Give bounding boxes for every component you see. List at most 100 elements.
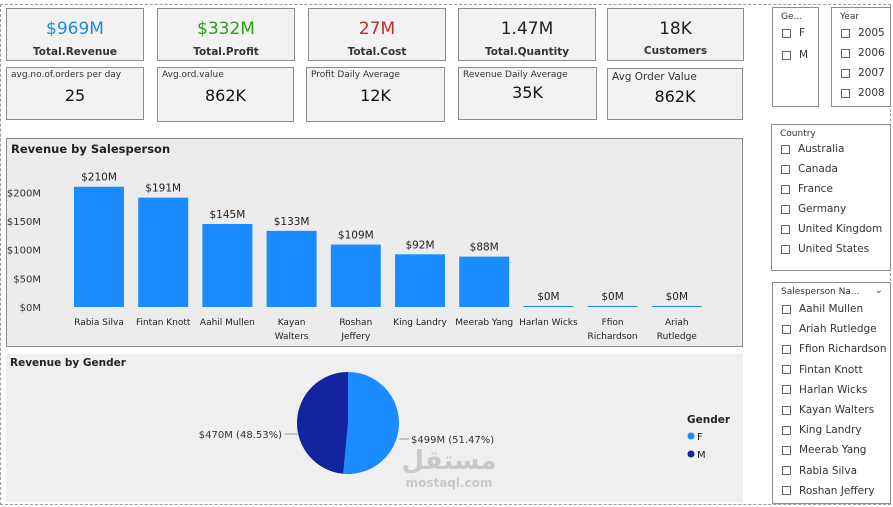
slicer-option-label: Roshan Jeffery (799, 484, 875, 497)
slicer-option[interactable]: Australia (781, 143, 844, 155)
slicer-option[interactable]: 2008 (841, 87, 885, 99)
slicer-title: Salesperson Na... (781, 287, 860, 297)
slicer-option-label: 2008 (858, 87, 885, 99)
kpi-total-quantity: 1.47M Total.Quantity (458, 8, 596, 61)
checkbox[interactable] (781, 144, 790, 154)
slicer-option[interactable]: Rabia Silva (782, 465, 857, 477)
slicer-option-label: Rabia Silva (799, 464, 858, 477)
checkbox[interactable] (841, 68, 850, 78)
slicer-option[interactable]: Fintan Knott (782, 364, 863, 376)
y-tick-label: $200M (7, 188, 41, 199)
slicer-option[interactable]: Ariah Rutledge (782, 323, 877, 335)
checkbox[interactable] (782, 466, 791, 476)
kpi-label: Total.Quantity (484, 46, 570, 58)
x-tick-label: Rabia Silva (74, 318, 124, 328)
kpi-revenue-daily-average: Revenue Daily Average 35K (458, 67, 597, 120)
checkbox[interactable] (782, 28, 791, 38)
slicer-option[interactable]: 2006 (841, 47, 885, 59)
slicer-option-label: 2005 (858, 27, 885, 39)
slicer-option[interactable]: F (782, 27, 805, 39)
data-label: $0M (537, 291, 559, 303)
kpi-label: Total.Revenue (33, 46, 117, 58)
slicer-option-label: France (798, 183, 833, 195)
checkbox[interactable] (782, 304, 791, 314)
slicer-option[interactable]: Roshan Jeffery (782, 485, 875, 497)
slicer-option[interactable]: France (781, 183, 833, 195)
checkbox[interactable] (782, 486, 791, 496)
legend-title: Gender (687, 414, 731, 426)
checkbox[interactable] (781, 224, 790, 234)
checkbox[interactable] (782, 324, 791, 334)
checkbox[interactable] (782, 385, 791, 395)
kpi-value: $969M (46, 19, 104, 39)
checkbox[interactable] (781, 184, 790, 194)
chevron-down-icon[interactable]: ⌄ (874, 285, 883, 296)
kpi-value: 12K (360, 86, 391, 105)
checkbox[interactable] (781, 164, 790, 174)
slicer-option[interactable]: 2005 (841, 27, 885, 39)
slicer-option-label: Kayan Walters (799, 404, 875, 416)
kpi-value: 862K (654, 87, 696, 106)
x-tick-label: Ariah Rutledge (657, 318, 698, 342)
checkbox[interactable] (782, 445, 791, 455)
slicer-option[interactable]: 2007 (841, 67, 885, 79)
checkbox[interactable] (841, 88, 850, 98)
slicer-title: Ge... (781, 12, 803, 22)
legend-marker (687, 450, 695, 458)
kpi-total-cost: 27M Total.Cost (308, 8, 446, 61)
country-slicer: Country Australia Canada France Germany Unit… (771, 124, 891, 271)
x-tick-label: Harlan Wicks (519, 318, 578, 328)
data-label: $92M (405, 239, 434, 251)
slicer-option-label: Ariah Rutledge (799, 323, 877, 336)
slicer-option[interactable]: M (782, 49, 808, 61)
checkbox[interactable] (781, 244, 790, 254)
pie-slice (343, 372, 399, 474)
checkbox[interactable] (782, 425, 791, 435)
data-label: $210M (81, 172, 117, 184)
x-tick-label: Fintan Knott (136, 318, 191, 328)
kpi-label: Avg Order Value (612, 71, 697, 83)
x-tick-label: Aahil Mullen (200, 318, 255, 328)
kpi-value: 862K (204, 86, 247, 105)
kpi-label: Avg.ord.value (162, 70, 224, 80)
checkbox[interactable] (782, 344, 791, 354)
slicer-option[interactable]: Kayan Walters (782, 404, 874, 416)
revenue-by-salesperson-panel: Revenue by Salesperson $0M $50M $100M $150M… (6, 138, 743, 347)
checkbox[interactable] (782, 365, 791, 375)
checkbox[interactable] (782, 50, 791, 60)
slicer-option[interactable]: Harlan Wicks (782, 384, 867, 396)
revenue-by-gender-panel: Revenue by Gender $499M (51.47%) $470M (4… (6, 354, 743, 502)
x-tick-label: Ffion Richardson (588, 318, 638, 342)
kpi-label: Customers (643, 45, 708, 57)
checkbox[interactable] (781, 204, 790, 214)
slicer-option[interactable]: King Landry (782, 424, 862, 436)
kpi-value: 27M (358, 19, 396, 39)
data-label: $191M (145, 183, 181, 195)
kpi-value: 18K (659, 19, 692, 39)
slice-label: $470M (48.53%) (199, 430, 282, 441)
slicer-option[interactable]: Meerab Yang (782, 444, 866, 456)
checkbox[interactable] (841, 48, 850, 58)
year-slicer: Year 2005 2006 2007 2008 (831, 7, 891, 107)
slicer-option-label: Meerab Yang (799, 444, 867, 457)
chart-title: Revenue by Salesperson (11, 142, 171, 156)
bar (266, 230, 317, 307)
y-tick-label: $50M (13, 274, 41, 285)
bar (74, 186, 124, 307)
kpi-value: 1.47M (500, 19, 554, 39)
checkbox[interactable] (782, 405, 791, 415)
kpi-label: Total.Cost (347, 46, 407, 58)
slicer-title: Country (780, 129, 816, 139)
slicer-option[interactable]: United States (781, 243, 869, 255)
slicer-option[interactable]: Germany (781, 203, 846, 215)
slicer-option[interactable]: United Kingdom (781, 223, 882, 235)
checkbox[interactable] (841, 28, 850, 38)
slicer-option[interactable]: Canada (781, 163, 838, 175)
slicer-option[interactable]: Ffion Richardson (782, 343, 887, 355)
slicer-option[interactable]: Aahil Mullen (782, 303, 863, 315)
slicer-option-label: M (799, 49, 809, 61)
kpi-label: Profit Daily Average (311, 70, 400, 80)
kpi-avg-orders-per-day: avg.no.of.orders per day 25 (6, 67, 144, 120)
salesperson-slicer: Salesperson Na... ⌄ Aahil Mullen Ariah Ru… (772, 282, 891, 504)
bar-chart: $0M $50M $100M $150M $200M $210M Rabia Silva $1… (7, 172, 702, 342)
